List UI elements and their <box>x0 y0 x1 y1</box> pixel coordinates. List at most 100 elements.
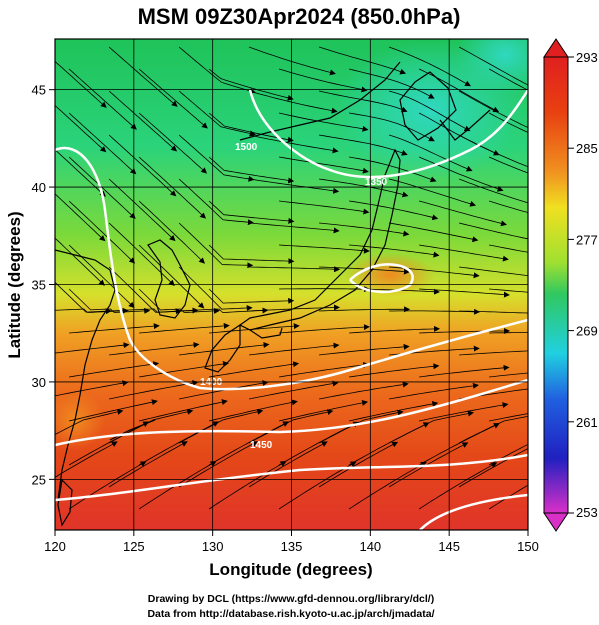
streamline <box>319 178 409 198</box>
x-tick-label: 150 <box>517 539 539 554</box>
streamline <box>55 380 129 397</box>
streamline <box>55 342 130 354</box>
streamline <box>68 244 135 309</box>
streamline <box>319 306 411 313</box>
streamline <box>319 381 409 400</box>
streamline <box>249 178 340 194</box>
streamline <box>489 413 528 422</box>
streamline <box>419 328 511 334</box>
colorbar-tick-label: 277 <box>576 232 598 247</box>
streamline <box>419 402 509 422</box>
colorbar-tick-label: 293 <box>576 50 598 65</box>
streamline <box>419 288 510 298</box>
height-contours <box>55 89 528 530</box>
streamline <box>109 342 200 356</box>
streamline <box>138 288 220 314</box>
streamline <box>108 46 178 107</box>
streamline <box>138 112 208 174</box>
streamline <box>278 421 360 466</box>
colorbar-bottom-triangle <box>543 512 569 532</box>
streamline <box>55 441 118 478</box>
streamline <box>418 462 498 510</box>
y-axis-label: Latitude (degrees) <box>5 211 24 358</box>
streamline <box>55 281 112 315</box>
y-tick-label: 35 <box>32 278 46 293</box>
streamline <box>279 362 370 378</box>
streamline <box>279 324 370 334</box>
contour-label-1350: 1350 <box>365 177 388 188</box>
streamline <box>389 178 477 207</box>
streamline <box>68 112 137 175</box>
streamline <box>319 90 408 113</box>
streamline <box>459 310 528 314</box>
streamline <box>418 200 507 227</box>
streamline <box>278 68 368 93</box>
streamline <box>419 244 509 262</box>
streamline <box>208 421 289 466</box>
x-tick-label: 125 <box>123 539 145 554</box>
contour-label-1500: 1500 <box>235 142 258 153</box>
streamline <box>458 46 528 86</box>
streamline <box>109 380 199 400</box>
streamline <box>138 421 219 466</box>
map-title: MSM 09Z30Apr2024 (850.0hPa) <box>138 4 461 29</box>
streamline <box>248 90 338 114</box>
streamline <box>249 380 339 400</box>
colorbar: 293 285 277 269 261 253 <box>543 38 598 532</box>
streamline <box>68 421 150 466</box>
x-tick-label: 130 <box>202 539 224 554</box>
y-tick-label: 40 <box>32 180 46 195</box>
streamline <box>249 222 340 234</box>
streamline <box>178 46 256 94</box>
x-tick-label: 140 <box>359 539 381 554</box>
streamline <box>68 68 137 130</box>
streamline <box>318 46 407 75</box>
streamline <box>279 244 370 254</box>
streamline <box>459 222 528 240</box>
streamline <box>489 332 528 334</box>
streamline <box>208 288 295 304</box>
streamline <box>349 156 437 183</box>
x-tick-label: 135 <box>281 539 303 554</box>
streamline <box>108 134 177 197</box>
streamline <box>389 222 479 243</box>
contour-label-1450: 1450 <box>250 440 273 451</box>
streamline <box>139 399 228 422</box>
streamline <box>55 104 107 153</box>
plot-area: 1350 1400 1450 1500 <box>55 39 528 530</box>
streamline <box>208 244 295 265</box>
streamline <box>179 342 270 356</box>
streamline <box>138 200 206 264</box>
streamline <box>249 134 339 154</box>
streamline <box>488 156 528 174</box>
streamline <box>139 322 230 334</box>
colorbar-tick-label: 261 <box>576 415 598 430</box>
streamline <box>69 323 160 334</box>
colorbar-tick-label: 253 <box>576 505 598 520</box>
warm-region <box>345 253 435 297</box>
streamline <box>279 112 369 132</box>
streamline <box>319 222 410 237</box>
streamline <box>348 422 430 466</box>
y-axis: 25 30 35 40 45 <box>32 83 55 487</box>
streamline <box>488 200 528 213</box>
streamline <box>279 156 369 174</box>
streamline <box>419 364 510 378</box>
colorbar-top-triangle <box>543 38 569 58</box>
streamline <box>209 399 298 422</box>
streamline <box>388 46 471 87</box>
warm-region-west <box>55 390 105 450</box>
streamline <box>388 134 473 172</box>
streamline <box>458 178 528 204</box>
streamline <box>55 408 124 435</box>
streamline <box>208 68 294 101</box>
streamline <box>249 342 340 356</box>
streamline <box>108 222 175 286</box>
gridlines <box>55 39 528 530</box>
streamline <box>69 399 158 422</box>
streamline <box>68 200 136 264</box>
contour-label-1400: 1400 <box>200 377 223 388</box>
streamline <box>178 90 256 137</box>
streamline <box>178 178 254 226</box>
